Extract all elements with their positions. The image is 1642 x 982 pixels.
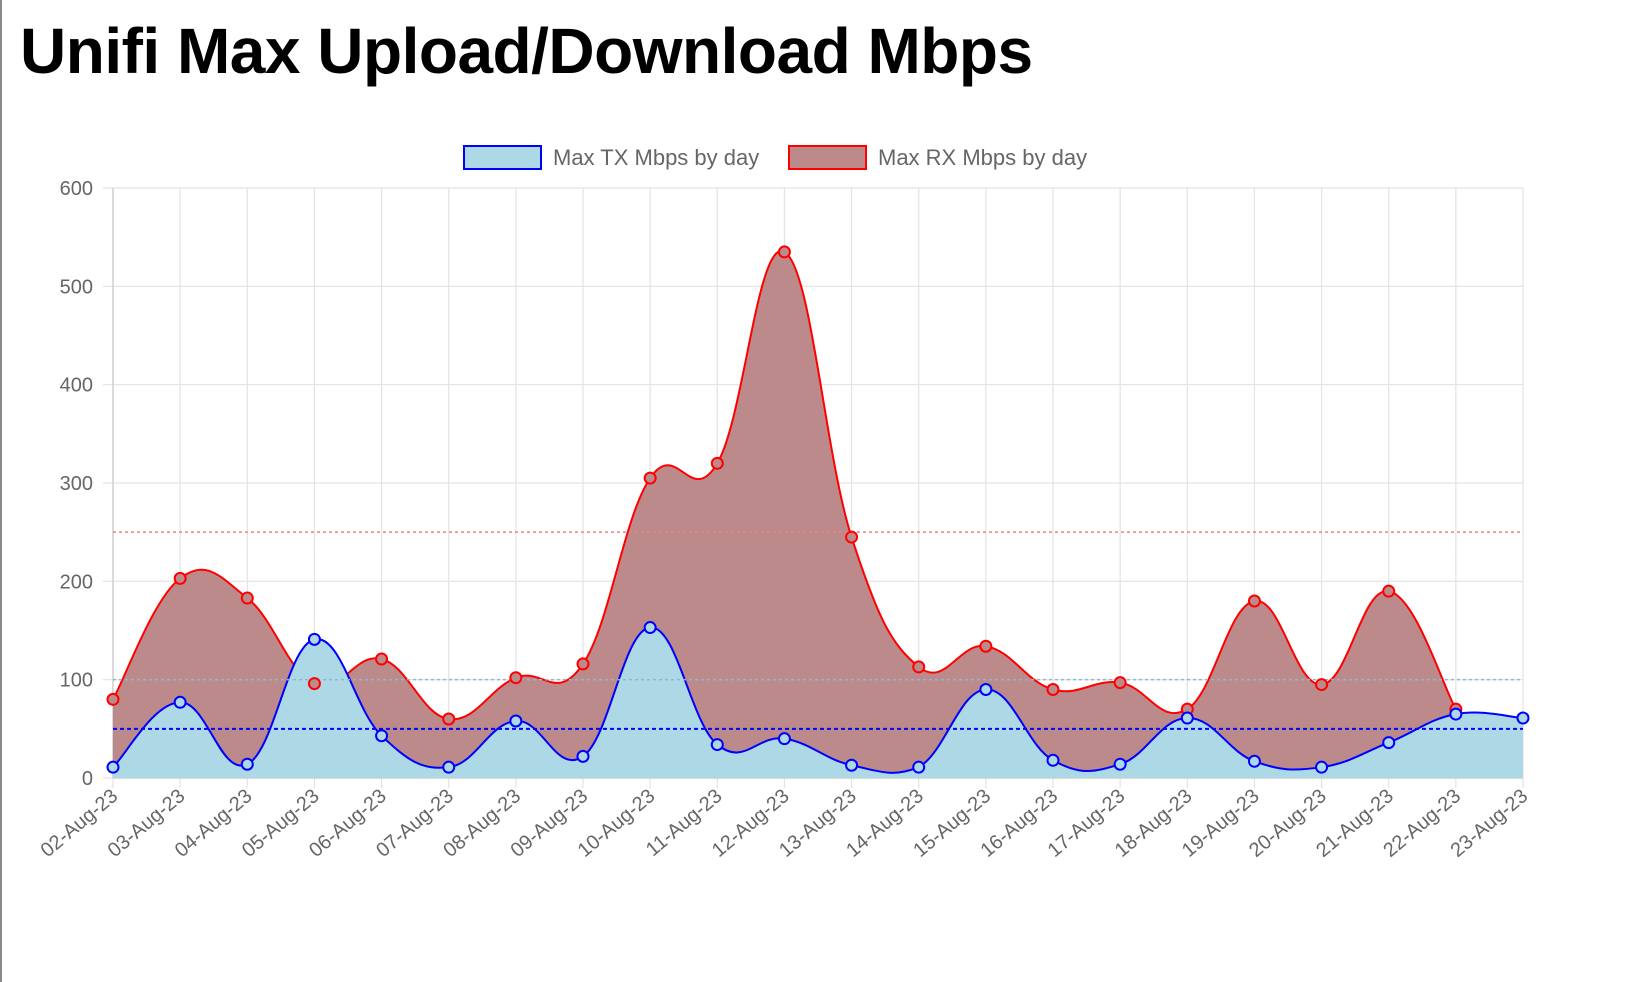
rx-data-point [845,530,859,544]
tx-data-point [173,695,187,709]
rx-data-point [576,657,590,671]
rx-data-point [106,692,120,706]
rx-area-fill [113,251,1456,778]
tx-data-point [1449,707,1463,721]
tx-data-point [1180,711,1194,725]
y-tick-label: 300 [60,473,93,495]
rx-data-point [240,591,254,605]
tx-data-point [1113,757,1127,771]
legend-tx-swatch [463,145,542,170]
y-tick-label: 200 [60,571,93,593]
rx-data-point [979,639,993,653]
tx-area-fill [113,627,1523,778]
rx-data-point [912,660,926,674]
y-tick-label: 400 [60,375,93,397]
tx-data-point [576,749,590,763]
tx-data-point [710,738,724,752]
tx-data-point [375,729,389,743]
legend-rx-label: Max RX Mbps by day [878,145,1087,170]
rx-data-point [375,652,389,666]
legend-tx-label: Max TX Mbps by day [553,145,759,170]
rx-data-point [442,712,456,726]
tx-data-point [442,760,456,774]
tx-data-point [777,732,791,746]
left-border [0,0,2,982]
tx-data-point [912,760,926,774]
y-tick-label: 500 [60,276,93,298]
rx-data-point [1247,594,1261,608]
rx-data-point [509,671,523,685]
tx-data-point [643,621,657,635]
legend-rx-swatch [788,145,867,170]
tx-data-point [979,683,993,696]
rx-data-point [710,456,724,470]
rx-data-point [1113,676,1127,690]
rx-data-point [777,245,791,259]
tx-data-point [106,760,120,774]
tx-data-point [307,632,321,646]
rx-data-point [173,571,187,585]
rx-data-point [1315,678,1329,692]
rx-data-point [1382,584,1396,598]
page-title: Unifi Max Upload/Download Mbps [20,15,1033,87]
tx-data-point [240,757,254,771]
tx-data-point [1046,753,1060,767]
tx-data-point [845,758,859,772]
tx-data-point [1315,760,1329,774]
tx-data-point [1247,754,1261,768]
rx-data-point [307,677,321,691]
y-tick-label: 600 [60,178,93,200]
tx-data-point [1382,736,1396,750]
rx-data-point [1046,683,1060,696]
tx-data-point [509,714,523,728]
rx-data-point [643,471,657,485]
y-tick-label: 0 [82,768,93,790]
y-tick-label: 100 [60,670,93,692]
tx-data-point [1516,711,1530,725]
